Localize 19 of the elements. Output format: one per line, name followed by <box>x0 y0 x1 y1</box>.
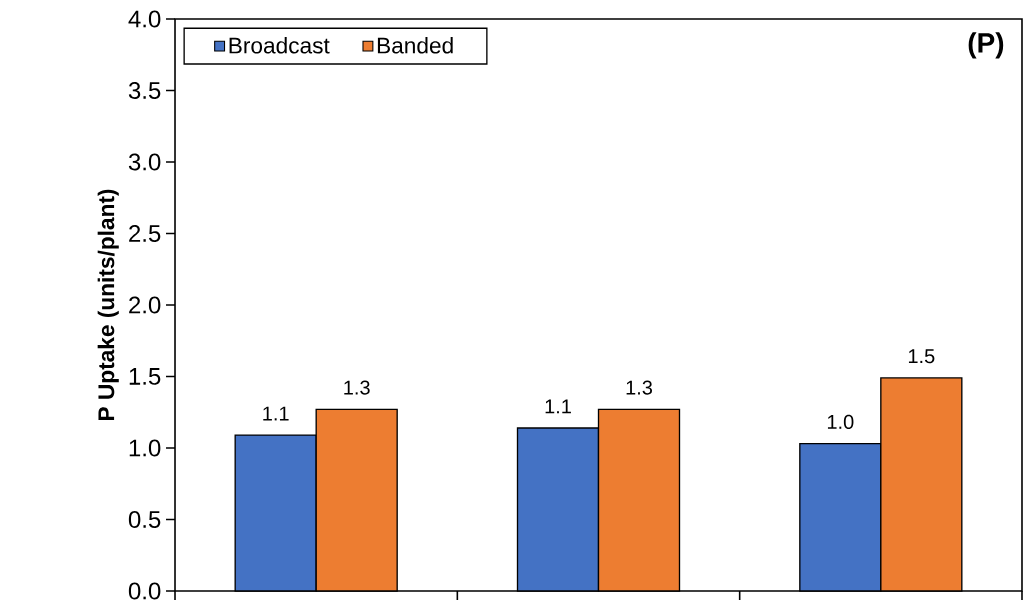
y-tick-label: 1.5 <box>129 368 161 385</box>
annotation: (P) <box>968 32 1004 59</box>
data-label: 1.0 <box>827 414 854 429</box>
data-label: 1.5 <box>908 349 935 364</box>
y-tick-label: 0.5 <box>128 510 161 528</box>
y-tick-label: 0.0 <box>128 582 161 600</box>
data-label: 1.3 <box>626 380 653 395</box>
y-axis-title: P Uptake (units/plant) <box>97 189 119 420</box>
y-tick-label: 1.0 <box>129 439 161 457</box>
data-label: 1.3 <box>344 380 370 395</box>
data-label: 1.1 <box>263 406 289 421</box>
y-tick-label: 2.0 <box>129 296 161 314</box>
y-tick-label: 3.0 <box>128 153 161 171</box>
legend-label: Banded <box>377 36 453 54</box>
legend-label: Broadcast <box>229 36 330 54</box>
data-label: 1.1 <box>545 399 571 414</box>
y-tick-label: 4.0 <box>128 10 161 28</box>
y-tick-label: 2.5 <box>129 224 161 242</box>
y-tick-label: 3.5 <box>128 81 161 99</box>
